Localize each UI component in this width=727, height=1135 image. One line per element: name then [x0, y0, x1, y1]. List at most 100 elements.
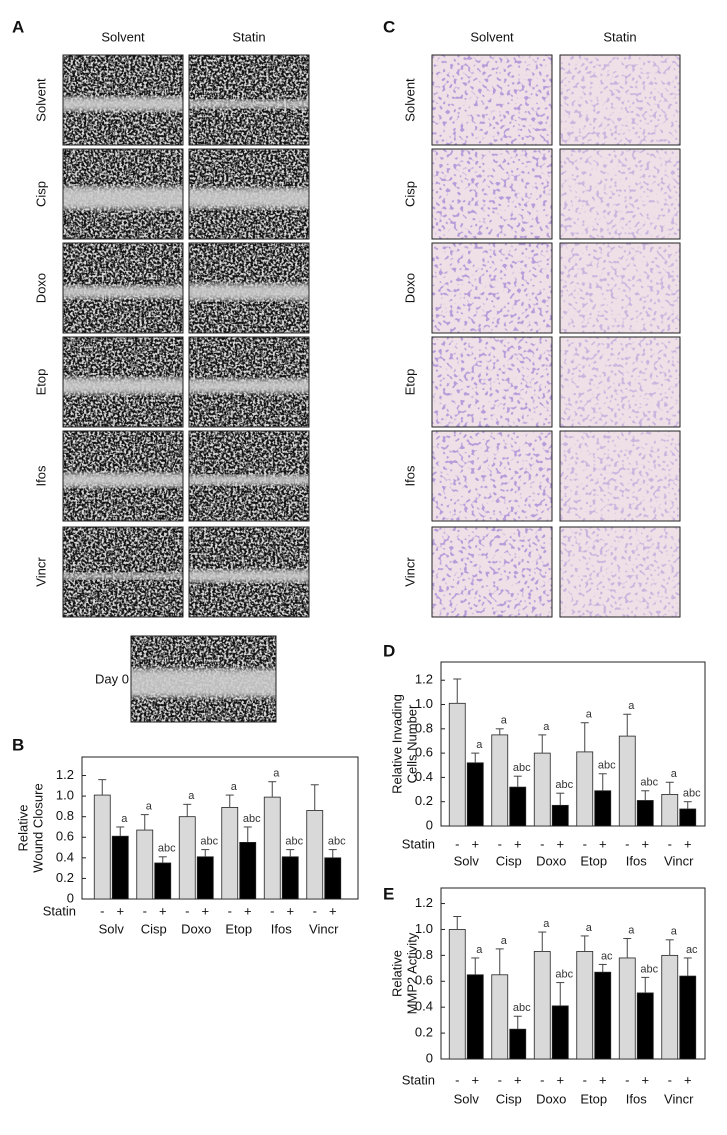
image-content: [189, 431, 309, 521]
image-frame: [431, 148, 553, 240]
invasion-image: [559, 54, 681, 146]
row-label: Solvent: [33, 78, 48, 122]
bar: [111, 835, 129, 900]
bar: [306, 810, 324, 900]
annotation: a: [476, 944, 483, 956]
error-bar: [683, 957, 692, 977]
error-bar: [513, 775, 522, 788]
bar: [491, 734, 509, 827]
error-bar: [268, 781, 277, 798]
legend-label: +: [514, 1072, 522, 1087]
wound-image: [62, 526, 184, 618]
y-tick-label: 0.4: [415, 999, 433, 1014]
image-cells: [432, 337, 552, 427]
error-bar: [328, 849, 337, 858]
wound-image: [188, 430, 310, 522]
error-bar: [556, 792, 565, 806]
invasion-image: [431, 54, 553, 146]
bar: [263, 796, 281, 900]
legend-label: -: [540, 1072, 544, 1087]
legend-label: -: [668, 836, 672, 851]
y-axis-label: Relative: [15, 805, 30, 852]
bar: [221, 807, 239, 900]
annotation: abc: [513, 762, 531, 774]
legend-label: -: [668, 1072, 672, 1087]
annotation: a: [586, 922, 593, 934]
bar: [679, 975, 697, 1060]
row-label: Solvent: [402, 78, 417, 122]
legend-label: -: [625, 836, 629, 851]
y-axis-label: Relative: [389, 950, 404, 997]
image-content: [63, 243, 183, 333]
legend-label: +: [471, 836, 479, 851]
annotation: a: [628, 700, 635, 712]
error-bar: [158, 856, 167, 863]
bar: [136, 829, 154, 900]
bar: [448, 929, 466, 1060]
y-tick-label: 0: [426, 817, 433, 832]
image-cells: [63, 527, 183, 617]
bar: [509, 1028, 527, 1060]
row-label: Vincr: [402, 557, 417, 587]
annotation: abc: [598, 760, 616, 772]
x-tick-label: Etop: [580, 1091, 607, 1106]
error-bar: [243, 826, 252, 843]
legend-label: -: [455, 1072, 459, 1087]
annotation: abc: [328, 836, 346, 848]
legend-label: -: [455, 836, 459, 851]
wound-image: [188, 148, 310, 240]
image-content: [189, 243, 309, 333]
x-tick-label: Vincr: [664, 853, 694, 868]
annotation: abc: [243, 813, 261, 825]
image-content: [189, 55, 309, 145]
image-frame: [188, 148, 310, 240]
row-label: Ifos: [33, 465, 48, 486]
bar: [509, 786, 527, 827]
image-frame: [188, 242, 310, 334]
error-bar: [453, 678, 462, 704]
y-tick-label: 0.6: [415, 745, 433, 760]
annotation: abc: [683, 788, 701, 800]
wound-gap: [63, 97, 183, 111]
image-content: [189, 527, 309, 617]
bar: [576, 751, 594, 827]
y-tick-label: 0: [426, 1050, 433, 1065]
plot-frame: [81, 756, 359, 900]
bar: [594, 790, 612, 827]
error-bar: [641, 976, 650, 993]
x-tick-label: Ifos: [271, 921, 292, 936]
bar: [154, 862, 172, 900]
row-label: Ifos: [402, 465, 417, 486]
y-tick-label: 0.2: [415, 1025, 433, 1040]
invasion-image: [431, 336, 553, 428]
group-label: Statin: [43, 903, 76, 918]
image-cells: [432, 149, 552, 239]
legend-label: -: [313, 903, 317, 918]
x-tick-label: Etop: [580, 853, 607, 868]
bar: [576, 951, 594, 1060]
invasion-image: [431, 242, 553, 334]
x-tick-label: Doxo: [536, 853, 566, 868]
row-label: Doxo: [33, 273, 48, 303]
legend-label: -: [185, 903, 189, 918]
x-tick-label: Ifos: [626, 853, 647, 868]
legend-label: -: [498, 836, 502, 851]
row-label: Etop: [402, 369, 417, 396]
image-frame: [188, 526, 310, 618]
image-frame: [130, 635, 277, 723]
wound-image: [62, 430, 184, 522]
annotation: a: [586, 709, 593, 721]
bar: [281, 856, 299, 900]
y-tick-label: 0.4: [56, 849, 74, 864]
image-frame: [559, 148, 681, 240]
image-frame: [559, 430, 681, 522]
legend-label: +: [599, 836, 607, 851]
bar: [491, 974, 509, 1060]
wound-image: [130, 635, 277, 723]
image-cells: [432, 55, 552, 145]
error-bar: [471, 957, 480, 975]
y-tick-label: 0.8: [56, 808, 74, 823]
y-tick-label: 1.2: [56, 767, 74, 782]
error-bar: [641, 790, 650, 801]
image-content: [189, 149, 309, 239]
